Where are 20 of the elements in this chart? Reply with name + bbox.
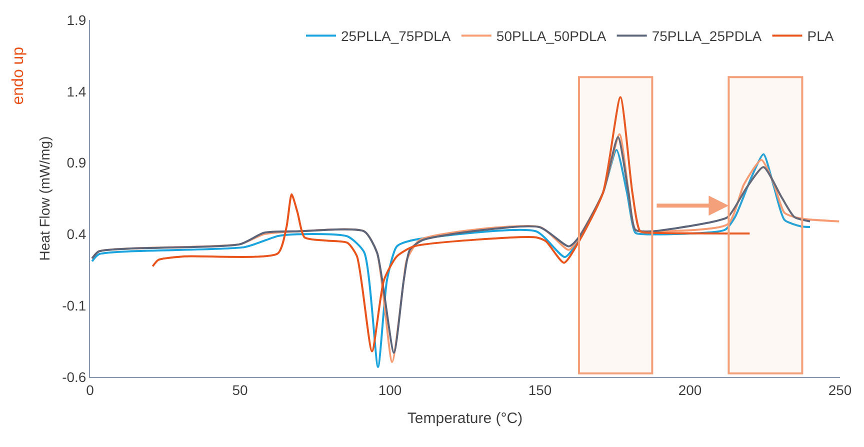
y-tick-label: 1.9 bbox=[66, 12, 86, 28]
x-tick-label: 200 bbox=[678, 382, 702, 398]
y-tick-label: 0.9 bbox=[66, 154, 86, 171]
text: endo up bbox=[10, 46, 27, 105]
y-tick-label: -0.1 bbox=[62, 298, 86, 314]
y-tick-label: 1.4 bbox=[66, 83, 86, 100]
y-tick-label: -0.6 bbox=[62, 368, 86, 385]
x-tick-label: 100 bbox=[378, 382, 402, 398]
legend-label: 25PLLA_75PDLA bbox=[341, 28, 452, 44]
x-tick-label: 250 bbox=[828, 382, 852, 398]
y-axis-title: Heat Flow (mW/mg) bbox=[36, 136, 53, 261]
x-axis-title: Temperature (°C) bbox=[407, 410, 523, 427]
legend-label: 50PLLA_50PDLA bbox=[496, 28, 607, 44]
y-tick-label: 0.4 bbox=[66, 226, 86, 242]
x-tick-label: 50 bbox=[232, 382, 248, 398]
legend-label: 75PLLA_25PDLA bbox=[652, 28, 762, 44]
x-tick-label: 0 bbox=[86, 382, 94, 398]
x-tick-label: 150 bbox=[528, 382, 552, 398]
legend-label: PLA bbox=[807, 28, 834, 44]
line-series bbox=[152, 96, 751, 352]
